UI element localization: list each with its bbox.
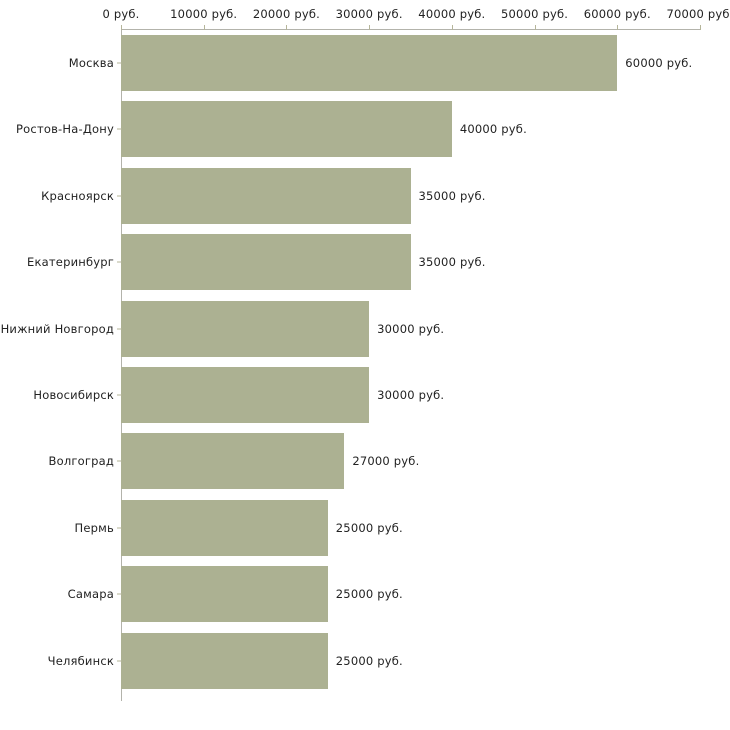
bar[interactable] xyxy=(121,101,452,158)
y-axis-category-label: Нижний Новгород xyxy=(0,321,114,336)
x-axis-tick-label: 40000 руб. xyxy=(418,7,486,21)
y-axis-tick xyxy=(117,460,122,462)
y-axis-tick xyxy=(117,261,122,263)
bar-row[interactable]: 30000 руб. xyxy=(121,300,730,357)
x-axis-tick-label: 20000 руб. xyxy=(252,7,320,21)
bar[interactable] xyxy=(121,35,618,91)
bar-row[interactable]: 25000 руб. xyxy=(121,499,730,556)
bar-row[interactable]: 35000 руб. xyxy=(121,234,730,291)
y-axis-line xyxy=(121,29,122,701)
bar-row[interactable]: 25000 руб. xyxy=(121,632,730,689)
x-axis-line xyxy=(121,29,700,30)
bar[interactable] xyxy=(121,566,328,623)
bar-value-label: 35000 руб. xyxy=(418,255,486,270)
x-axis-tick xyxy=(617,25,619,30)
bar-row[interactable]: 35000 руб. xyxy=(121,167,730,224)
bar[interactable] xyxy=(121,433,345,490)
bar-value-label: 25000 руб. xyxy=(335,653,403,668)
bar[interactable] xyxy=(121,300,370,357)
y-axis-tick xyxy=(117,62,122,64)
x-axis-tick xyxy=(534,25,536,30)
x-axis-tick-label: 0 руб. xyxy=(102,7,140,21)
x-axis-tick-label: 10000 руб. xyxy=(170,7,238,21)
bar-row[interactable]: 30000 руб. xyxy=(121,367,730,423)
y-axis-tick xyxy=(117,394,122,396)
y-axis-tick xyxy=(117,328,122,330)
bar-row[interactable]: 40000 руб. xyxy=(121,101,730,158)
y-axis-category-label: Новосибирск xyxy=(33,388,114,402)
y-axis-tick xyxy=(117,128,122,130)
x-axis-tick xyxy=(121,25,122,30)
x-axis-tick xyxy=(203,25,205,30)
bar[interactable] xyxy=(121,234,411,291)
bar-value-label: 35000 руб. xyxy=(418,188,486,203)
bar-value-label: 40000 руб. xyxy=(459,122,527,137)
bar[interactable] xyxy=(121,167,411,224)
bar[interactable] xyxy=(121,632,328,689)
x-axis-tick xyxy=(700,25,701,30)
bar[interactable] xyxy=(121,499,328,556)
x-axis-tick xyxy=(369,25,371,30)
bar-row[interactable]: 27000 руб. xyxy=(121,433,730,490)
y-axis-tick xyxy=(117,593,122,595)
x-axis-tick xyxy=(451,25,453,30)
bar-value-label: 27000 руб. xyxy=(352,454,420,469)
plot-area: 60000 руб. Москва 40000 руб. Ростов-На-Дону… xyxy=(1,30,730,702)
y-axis-category-label: Москва xyxy=(68,56,114,70)
y-axis-category-label: Екатеринбург xyxy=(27,255,114,270)
bar-value-label: 25000 руб. xyxy=(335,587,403,602)
x-axis-tick-label: 70000 руб. xyxy=(666,7,730,21)
x-axis-tick-label: 30000 руб. xyxy=(335,7,403,21)
bar-value-label: 25000 руб. xyxy=(335,520,403,535)
y-axis-category-label: Челябинск xyxy=(47,653,114,668)
y-axis-tick xyxy=(117,195,122,197)
x-axis-tick-label: 60000 руб. xyxy=(583,7,651,21)
y-axis-category-label: Пермь xyxy=(74,520,114,535)
y-axis-category-label: Самара xyxy=(67,587,114,602)
bar-value-label: 30000 руб. xyxy=(377,321,445,336)
bar-row[interactable]: 25000 руб. xyxy=(121,566,730,623)
bar-row[interactable]: 60000 руб. xyxy=(121,35,730,91)
bar-value-label: 60000 руб. xyxy=(625,56,693,70)
y-axis-category-label: Волгоград xyxy=(48,454,114,469)
y-axis-category-label: Красноярск xyxy=(41,188,114,203)
bar[interactable] xyxy=(121,367,370,423)
x-axis-tick-label: 50000 руб. xyxy=(501,7,569,21)
x-axis-tick xyxy=(286,25,288,30)
y-axis-tick xyxy=(117,660,122,662)
bar-value-label: 30000 руб. xyxy=(377,388,445,402)
y-axis-tick xyxy=(117,527,122,529)
y-axis-category-label: Ростов-На-Дону xyxy=(16,122,114,137)
